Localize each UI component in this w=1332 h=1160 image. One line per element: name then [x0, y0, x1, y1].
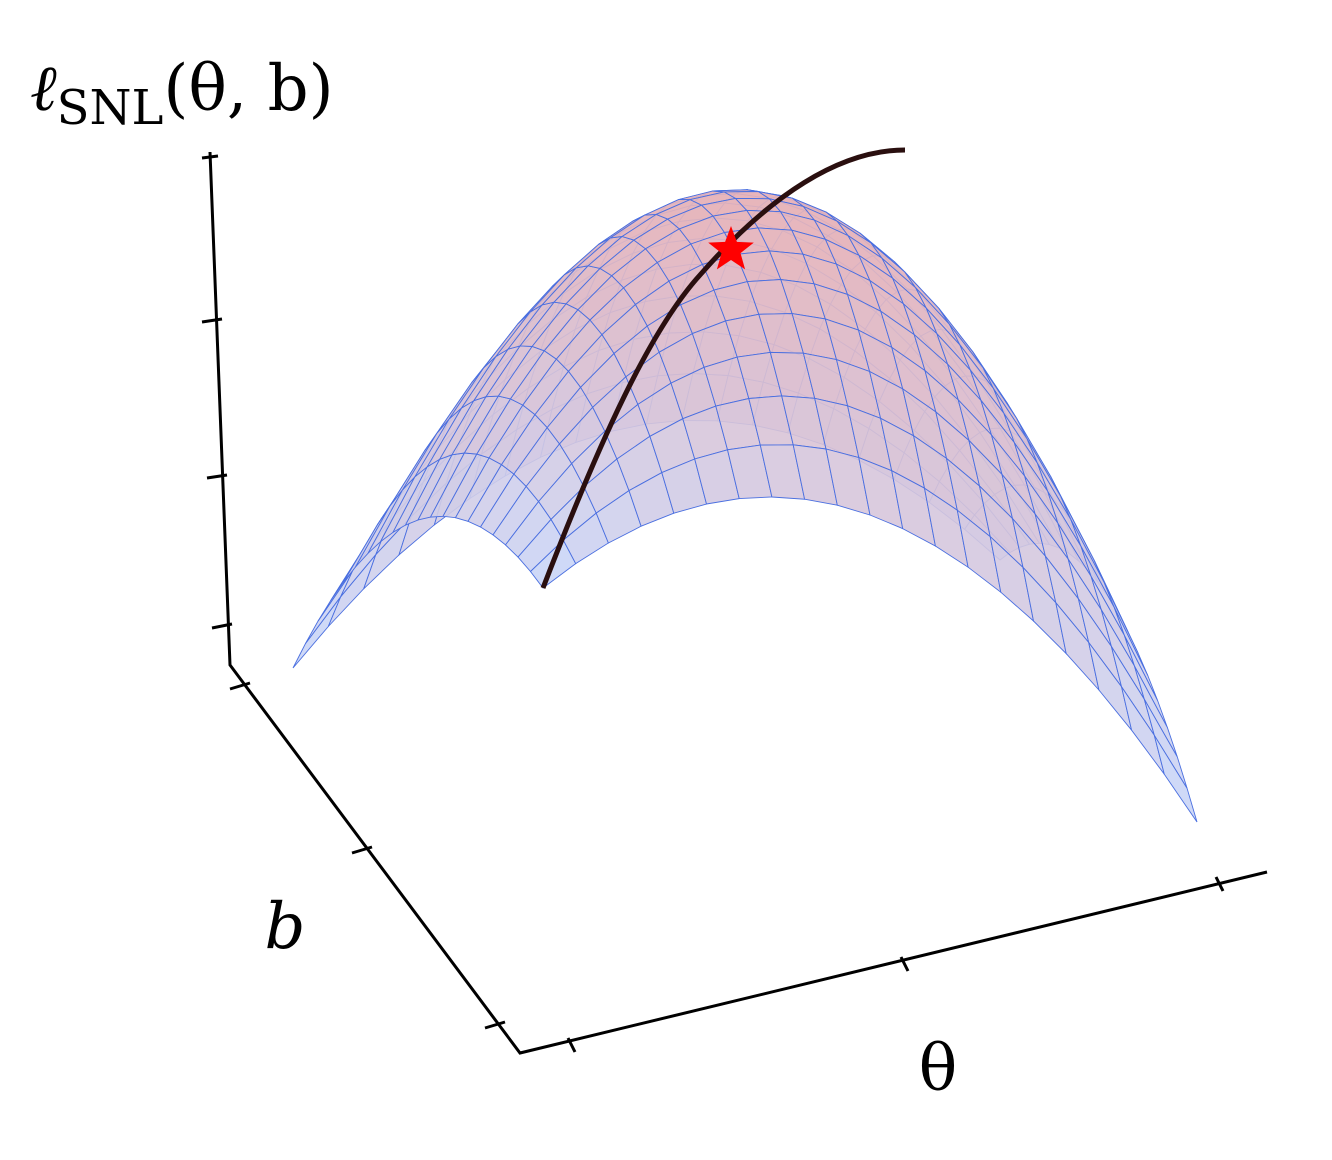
b-tick [484, 1020, 506, 1030]
z-tick [201, 154, 219, 160]
theta-tick [899, 956, 910, 972]
surface-patch [1153, 735, 1198, 823]
z-tick [206, 473, 228, 480]
surface-mesh [292, 189, 1198, 823]
z-tick [201, 317, 223, 324]
b-axis-label: b [265, 890, 306, 964]
theta-tick [1214, 876, 1225, 892]
maximum-star [708, 226, 754, 270]
ridge-curve [540, 147, 906, 589]
b-tick [229, 681, 251, 691]
surface-patch [292, 596, 342, 669]
axes [201, 151, 1268, 1055]
surface-patch [327, 554, 377, 627]
theta-axis-label: θ [919, 1032, 958, 1106]
theta-tick [566, 1037, 577, 1053]
z-axis-label: ℓSNL(θ, b) [30, 52, 334, 136]
z-tick [211, 622, 233, 630]
b-tick [351, 845, 373, 855]
axis-lines [208, 151, 1268, 1055]
